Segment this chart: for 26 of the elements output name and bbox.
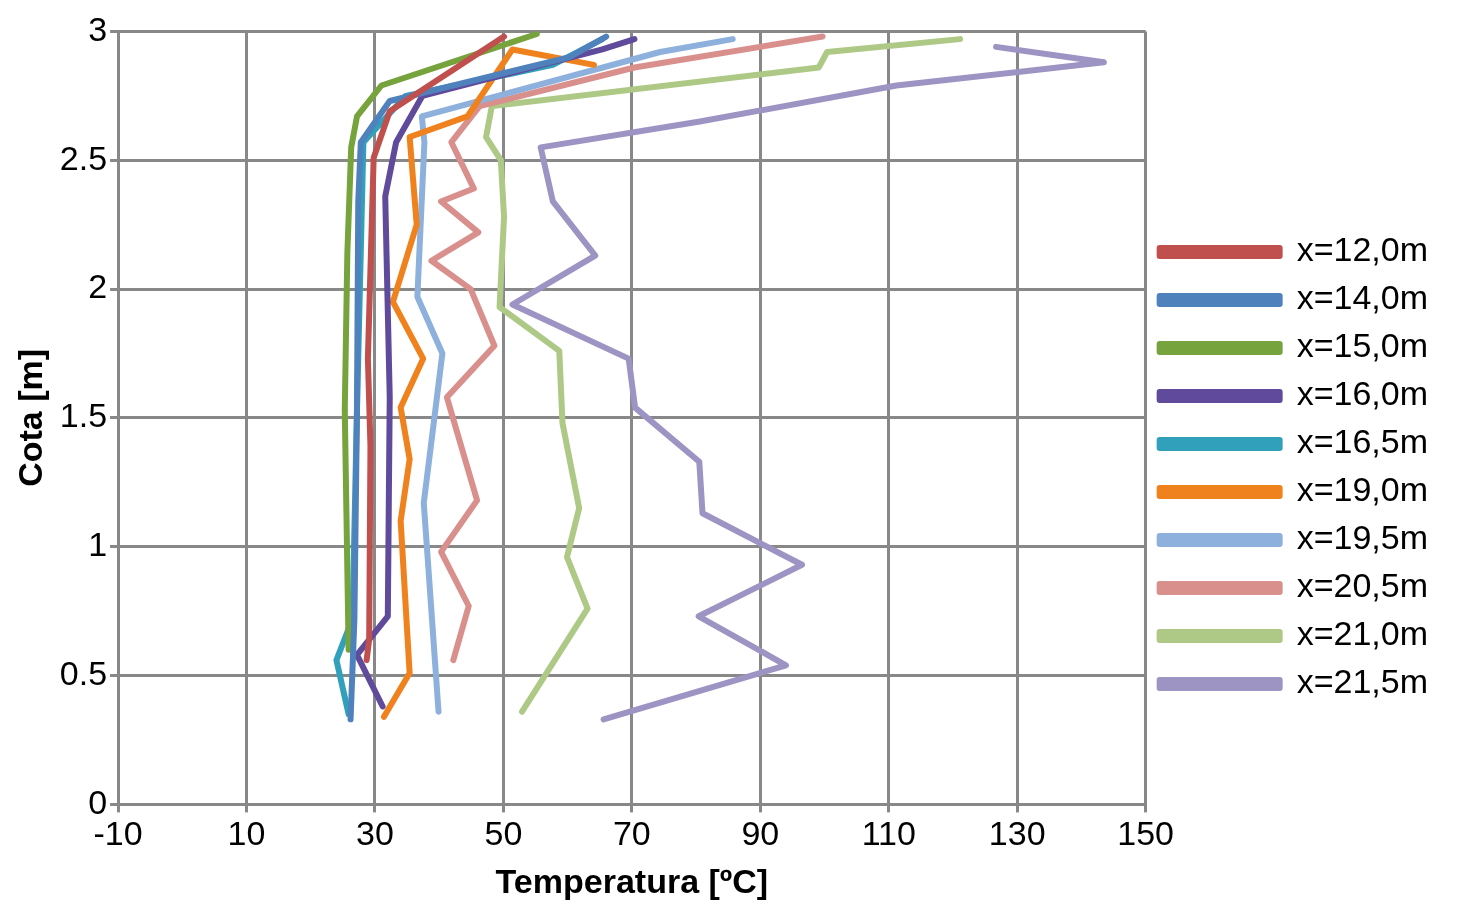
y-tick-label: 2.5 bbox=[59, 138, 108, 177]
legend-label: x=14,0m bbox=[1296, 278, 1429, 317]
x-tick-label: 30 bbox=[356, 814, 394, 853]
x-axis-title: Temperatura [ºC] bbox=[495, 861, 769, 900]
legend-label: x=19,0m bbox=[1296, 470, 1429, 509]
x-tick-label: 10 bbox=[227, 814, 266, 853]
y-tick-label: 3 bbox=[88, 9, 108, 48]
legend-label: x=16,5m bbox=[1296, 422, 1429, 461]
legend-label: x=19,5m bbox=[1296, 518, 1429, 557]
x-tick-label: 90 bbox=[741, 814, 780, 853]
x-tick-label: 50 bbox=[484, 814, 523, 853]
legend-label: x=16,0m bbox=[1296, 374, 1429, 413]
legend-label: x=15,0m bbox=[1296, 326, 1429, 365]
y-tick-label: 1 bbox=[88, 525, 108, 564]
legend-label: x=20,5m bbox=[1296, 566, 1429, 605]
legend-label: x=21,0m bbox=[1296, 614, 1429, 653]
x-tick-label: 150 bbox=[1117, 814, 1175, 853]
legend-label: x=12,0m bbox=[1296, 230, 1429, 269]
y-axis-title: Cota [m] bbox=[10, 348, 49, 487]
x-tick-label: 110 bbox=[861, 814, 916, 853]
x-tick-label: 130 bbox=[988, 814, 1046, 853]
y-tick-label: 2 bbox=[88, 267, 108, 306]
y-tick-label: 1.5 bbox=[59, 396, 108, 435]
legend-label: x=21,5m bbox=[1296, 662, 1429, 701]
x-tick-label: 70 bbox=[612, 814, 651, 853]
y-tick-label: 0.5 bbox=[59, 653, 108, 692]
